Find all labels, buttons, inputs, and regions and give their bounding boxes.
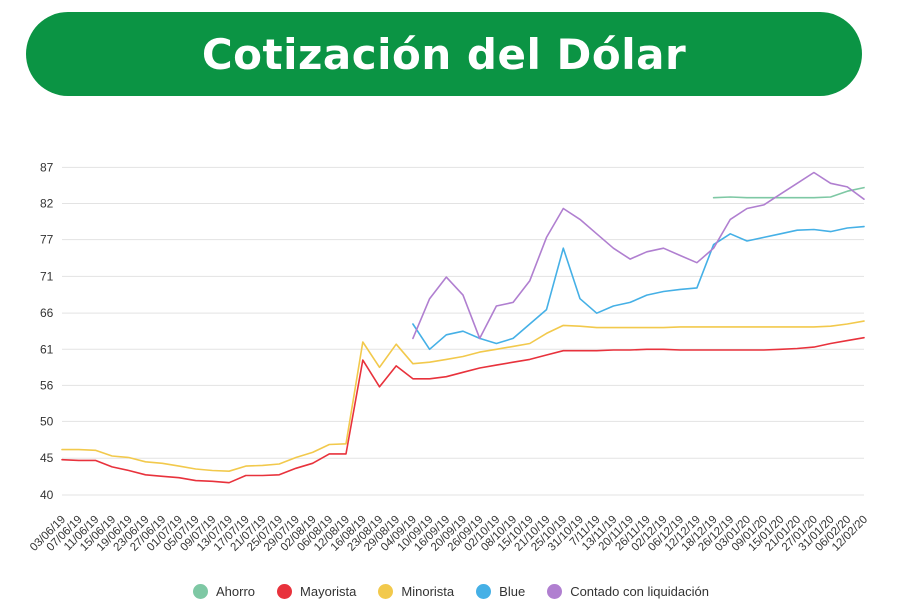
- legend-item[interactable]: Blue: [476, 584, 525, 599]
- legend-item[interactable]: Mayorista: [277, 584, 356, 599]
- legend-label: Contado con liquidación: [570, 584, 709, 599]
- y-tick-label: 77: [40, 233, 54, 247]
- legend-marker: [193, 584, 209, 599]
- series-lines: [61, 171, 865, 484]
- x-axis-ticks: 03/06/1907/06/1911/06/1915/06/1919/06/19…: [28, 514, 870, 554]
- chart-legend: Ahorro Mayorista Minorista Blue Contado con …: [0, 584, 902, 599]
- legend-label: Ahorro: [216, 584, 256, 599]
- y-tick-label: 56: [40, 378, 54, 392]
- y-axis-ticks: 40 45 50 56 61 66 71 77 82 87: [40, 160, 54, 502]
- y-tick-label: 45: [40, 451, 54, 465]
- y-tick-label: 61: [40, 342, 54, 356]
- series-line-contado-con-liquidación: [412, 171, 865, 340]
- legend-marker: [277, 584, 293, 599]
- legend-label: Blue: [499, 584, 526, 599]
- gridlines: [62, 166, 864, 496]
- y-tick-label: 87: [40, 160, 54, 174]
- y-tick-label: 40: [40, 488, 54, 502]
- y-tick-label: 82: [40, 196, 54, 210]
- series-line-ahorro: [712, 186, 865, 199]
- y-tick-label: 66: [40, 306, 54, 320]
- y-tick-label: 50: [40, 414, 54, 428]
- legend-item[interactable]: Contado con liquidación: [547, 584, 709, 599]
- legend-item[interactable]: Ahorro: [193, 584, 255, 599]
- title-banner: Cotización del Dólar: [26, 12, 862, 96]
- series-line-minorista: [61, 320, 865, 472]
- series-line-mayorista: [61, 336, 865, 484]
- y-tick-label: 71: [40, 269, 54, 283]
- legend-label: Minorista: [401, 584, 455, 599]
- series-line-blue: [412, 225, 865, 351]
- legend-item[interactable]: Minorista: [378, 584, 454, 599]
- chart-title: Cotización del Dólar: [201, 29, 687, 79]
- legend-marker: [476, 584, 492, 599]
- legend-label: Mayorista: [300, 584, 357, 599]
- legend-marker: [547, 584, 563, 599]
- legend-marker: [378, 584, 394, 599]
